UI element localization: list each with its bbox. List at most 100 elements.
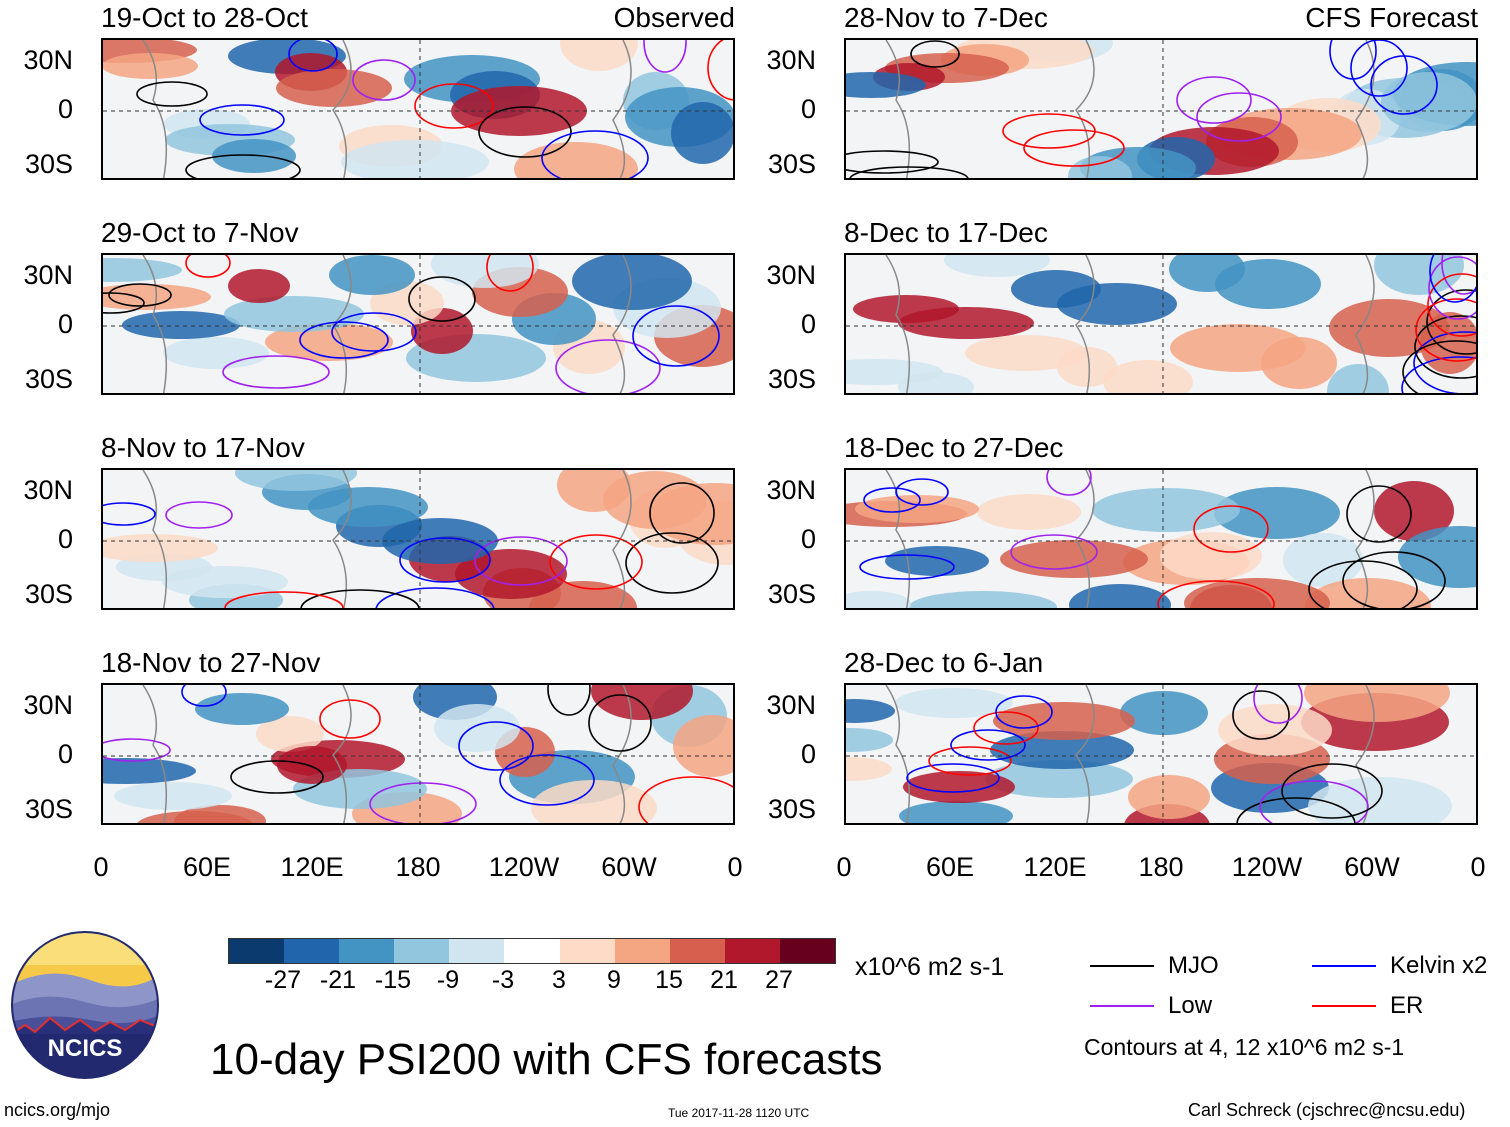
contours-note: Contours at 4, 12 x10^6 m2 s-1 (1084, 1034, 1405, 1060)
colorbar-swatch-9 (724, 939, 780, 963)
colorbar-swatch-10 (779, 939, 836, 963)
lat-label-5-0: 30N (766, 475, 816, 505)
panel-title-0: 19-Oct to 28-Oct (101, 2, 308, 33)
lon-label-0-3: 180 (395, 852, 441, 882)
footer-right: Carl Schreck (cjschrec@ncsu.edu) (1188, 1100, 1466, 1120)
map-panel-3 (844, 253, 1478, 395)
logo-text: NCICS (48, 1035, 123, 1062)
legend-mjo-label: MJO (1168, 952, 1219, 979)
coastlines-3 (885, 255, 1375, 393)
lat-label-2-2: 30S (24, 364, 73, 394)
lat-label-3-0: 30N (766, 260, 816, 290)
lat-label-5-1: 0 (800, 524, 816, 554)
map-field-6 (103, 685, 733, 823)
map-field-4 (103, 470, 733, 608)
colorbar-units: x10^6 m2 s-1 (855, 953, 1005, 981)
lon-label-1-4: 120W (1231, 852, 1303, 882)
lat-label-7-1: 0 (800, 739, 816, 769)
map-panel-4 (101, 468, 735, 610)
panel-title-4: 8-Nov to 17-Nov (101, 432, 305, 463)
map-panel-5 (844, 468, 1478, 610)
map-field-3 (846, 255, 1476, 393)
legend-kelvin-label: Kelvin x2 (1390, 952, 1488, 979)
lat-label-6-0: 30N (23, 690, 73, 720)
legend-er-label: ER (1390, 992, 1424, 1019)
colorbar-swatch-4 (449, 939, 505, 963)
lat-label-1-0: 30N (766, 45, 816, 75)
colorbar-swatch-3 (394, 939, 450, 963)
colorbar-tick-7: 15 (655, 966, 683, 994)
lat-label-6-2: 30S (24, 794, 73, 824)
legend-mjo: MJO (1090, 952, 1219, 980)
colorbar-tick-8: 21 (710, 966, 738, 994)
colorbar-tick-2: -15 (374, 966, 412, 994)
lat-label-3-2: 30S (767, 364, 816, 394)
lat-label-2-0: 30N (23, 260, 73, 290)
legend-er: ER (1312, 992, 1423, 1020)
lat-label-7-0: 30N (766, 690, 816, 720)
coastlines-2 (142, 255, 632, 393)
lon-label-1-6: 0 (1470, 852, 1486, 882)
map-panel-2 (101, 253, 735, 395)
coastlines-5 (885, 470, 1375, 608)
lat-label-0-0: 30N (23, 45, 73, 75)
panel-title-7: 28-Dec to 6-Jan (844, 647, 1044, 678)
lon-label-0-5: 60W (601, 852, 657, 882)
map-field-1 (846, 40, 1476, 178)
lat-label-0-1: 0 (57, 94, 73, 124)
lon-label-1-0: 0 (836, 852, 852, 882)
lat-label-1-2: 30S (767, 149, 816, 179)
map-field-7 (846, 685, 1476, 823)
lon-label-0-6: 0 (727, 852, 743, 882)
lat-label-3-1: 0 (800, 309, 816, 339)
colorbar-tick-1: -21 (319, 966, 357, 994)
lon-label-1-1: 60E (925, 852, 975, 882)
coastlines-4 (142, 470, 632, 608)
panel-title-5: 18-Dec to 27-Dec (844, 432, 1064, 463)
colorbar-swatch-0 (229, 939, 285, 963)
lat-label-5-2: 30S (767, 579, 816, 609)
lon-label-1-3: 180 (1138, 852, 1184, 882)
lat-label-4-1: 0 (57, 524, 73, 554)
lon-label-0-4: 120W (488, 852, 560, 882)
coastlines-0 (142, 40, 632, 178)
lat-label-6-1: 0 (57, 739, 73, 769)
panel-tag-1: CFS Forecast (1305, 2, 1478, 33)
panel-tag-0: Observed (613, 2, 735, 33)
map-field-2 (103, 255, 733, 393)
lon-label-0-0: 0 (93, 852, 109, 882)
map-field-0 (103, 40, 733, 178)
map-panel-0 (101, 38, 735, 180)
lon-label-1-5: 60W (1344, 852, 1400, 882)
lat-label-4-0: 30N (23, 475, 73, 505)
lat-label-4-2: 30S (24, 579, 73, 609)
colorbar-tick-0: -27 (264, 966, 302, 994)
colorbar-tick-4: -3 (491, 966, 515, 994)
colorbar-tick-9: 27 (765, 966, 793, 994)
colorbar-tick-5: 3 (552, 966, 566, 994)
footer-center: Tue 2017-11-28 1120 UTC (668, 1106, 810, 1120)
colorbar-swatch-6 (559, 939, 615, 963)
map-panel-1 (844, 38, 1478, 180)
map-panel-7 (844, 683, 1478, 825)
lat-label-1-1: 0 (800, 94, 816, 124)
colorbar (228, 938, 836, 964)
colorbar-swatch-8 (669, 939, 725, 963)
ncics-logo: NCICS (11, 931, 159, 1079)
panel-title-3: 8-Dec to 17-Dec (844, 217, 1048, 248)
colorbar-swatch-7 (614, 939, 670, 963)
panel-title-6: 18-Nov to 27-Nov (101, 647, 321, 678)
lon-label-1-2: 120E (1023, 852, 1087, 882)
panel-title-1: 28-Nov to 7-Dec (844, 2, 1048, 33)
map-field-5 (846, 470, 1476, 608)
main-title: 10-day PSI200 with CFS forecasts (210, 1035, 883, 1084)
lon-label-0-1: 60E (182, 852, 232, 882)
footer-left: ncics.org/mjo (4, 1100, 111, 1120)
legend-low: Low (1090, 992, 1212, 1020)
map-panel-6 (101, 683, 735, 825)
lat-label-7-2: 30S (767, 794, 816, 824)
legend-kelvin: Kelvin x2 (1312, 952, 1487, 980)
colorbar-tick-6: 9 (607, 966, 621, 994)
colorbar-tick-3: -9 (436, 966, 460, 994)
coastlines-6 (142, 685, 632, 823)
